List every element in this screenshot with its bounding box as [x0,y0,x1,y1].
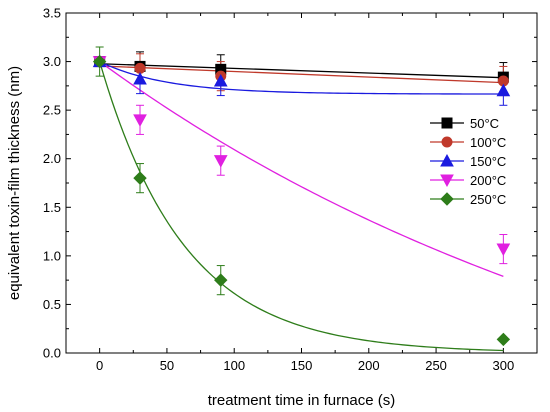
x-axis: 0 50 100 150 200 250 300 [96,13,514,373]
data-point [92,54,107,69]
data-point [134,62,146,74]
x-tick-label: 300 [493,358,515,373]
x-axis-title: treatment time in furnace (s) [208,392,396,409]
fit-curves [99,60,504,352]
data-point [496,332,511,347]
fit-curve [99,65,504,84]
y-tick-label: 3.0 [43,54,61,69]
legend-marker [440,192,454,206]
y-axis: 0.0 0.5 1.0 1.5 2.0 2.5 3.0 3.5 [43,6,537,361]
legend-marker [441,117,453,129]
y-tick-label: 2.0 [43,151,61,166]
legend-label: 50°C [470,116,499,131]
legend-label: 150°C [470,154,506,169]
x-tick-label: 50 [160,358,174,373]
legend-marker [441,136,453,148]
y-tick-label: 1.0 [43,248,61,263]
fit-curve [99,60,504,95]
x-tick-label: 150 [291,358,313,373]
fit-curve [99,61,504,352]
data-point [213,155,228,168]
legend: 50°C 100°C 150°C 200°C 250°C [430,116,506,207]
x-tick-label: 250 [425,358,447,373]
legend-marker [440,153,454,167]
data-point [496,243,511,257]
data-point [214,273,228,287]
data-point [133,72,147,85]
fit-curve [99,63,504,79]
legend-label: 200°C [470,173,506,188]
data-point [496,83,511,97]
data-point [133,114,147,127]
y-axis-title: equivalent toxin-film thickness (nm) [6,66,23,300]
x-tick-label: 100 [223,358,245,373]
y-tick-label: 2.5 [43,103,61,118]
y-tick-label: 3.5 [43,6,61,21]
legend-label: 250°C [470,192,506,207]
x-tick-label: 200 [358,358,380,373]
data-markers [92,54,511,347]
y-tick-label: 0.5 [43,297,61,312]
data-point [133,171,147,185]
error-bars [95,46,508,296]
y-tick-label: 1.5 [43,200,61,215]
legend-label: 100°C [470,135,506,150]
x-tick-label: 0 [96,358,103,373]
legend-marker [440,174,454,188]
fit-curve [99,61,504,277]
data-point [213,73,228,87]
y-tick-label: 0.0 [43,346,61,361]
